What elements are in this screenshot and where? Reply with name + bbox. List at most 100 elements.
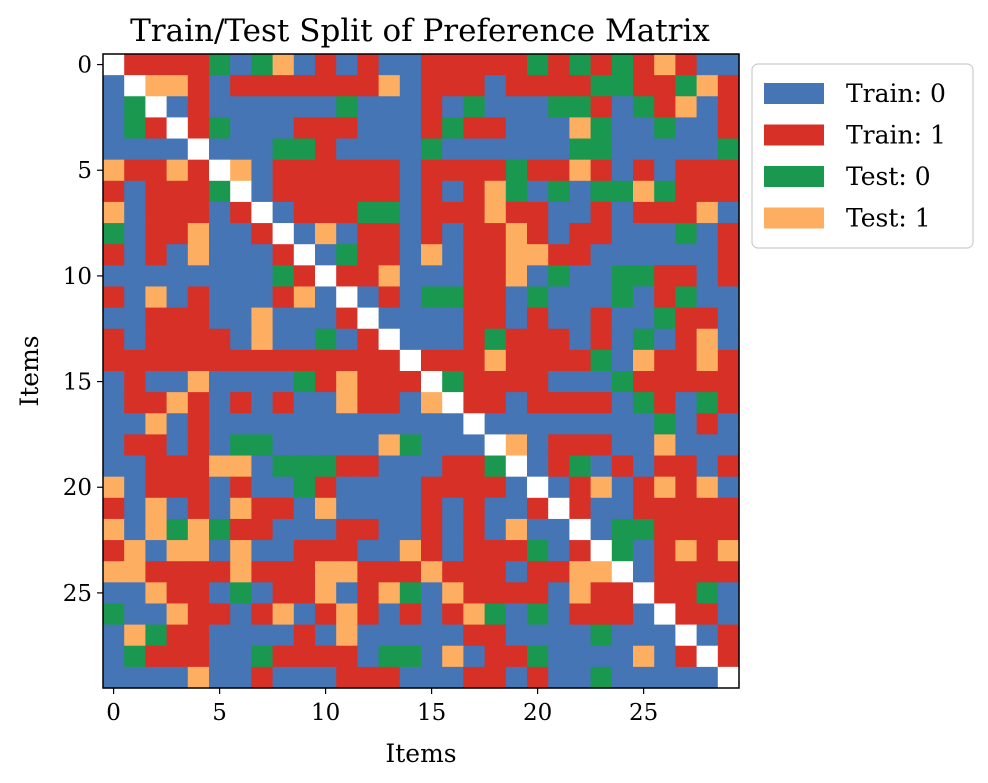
heatmap-cell [548, 624, 570, 647]
heatmap-cell [569, 497, 592, 520]
heatmap-cell [611, 518, 634, 541]
heatmap-cell [209, 117, 231, 140]
heatmap-cell [548, 371, 570, 393]
heatmap-cell [421, 223, 443, 245]
heatmap-cell [569, 180, 592, 203]
heatmap-cell [187, 413, 210, 435]
heatmap-cell [378, 561, 401, 583]
heatmap-cell [569, 117, 592, 140]
heatmap-cell [590, 624, 613, 647]
heatmap-cell [124, 434, 146, 457]
heatmap-cell [633, 582, 655, 605]
heatmap-cell [336, 96, 358, 118]
heatmap-cell [633, 265, 655, 288]
heatmap-cell [611, 223, 634, 245]
heatmap-cell [399, 645, 422, 668]
heatmap-cell [251, 75, 274, 97]
heatmap-cell [357, 307, 380, 330]
heatmap-cell [527, 392, 549, 414]
heatmap-cell [463, 624, 486, 647]
x-tick-label: 15 [417, 700, 446, 726]
heatmap-cell [166, 392, 189, 414]
heatmap-cell [145, 497, 168, 520]
heatmap-cell [251, 561, 274, 583]
heatmap-cell [590, 518, 613, 541]
heatmap-cell [124, 54, 146, 76]
heatmap-cell [293, 328, 316, 351]
heatmap-cell [230, 138, 252, 161]
heatmap-cell [124, 476, 146, 499]
heatmap-cell [293, 138, 316, 161]
heatmap-cell [251, 540, 274, 562]
heatmap-cell [103, 349, 125, 372]
heatmap-cell [463, 561, 486, 583]
heatmap-cell [717, 455, 740, 478]
heatmap-cell [251, 518, 274, 541]
heatmap-cell [209, 75, 231, 97]
heatmap-cell [654, 455, 676, 478]
heatmap-cell [209, 561, 231, 583]
heatmap-cell [399, 455, 422, 478]
heatmap-cell [654, 624, 676, 647]
legend-swatch [764, 207, 824, 229]
heatmap-cell [357, 518, 380, 541]
heatmap-cell [378, 540, 401, 562]
heatmap-cell [484, 286, 507, 309]
heatmap-cell [569, 96, 592, 118]
heatmap-cell [569, 392, 592, 414]
heatmap-cell [209, 244, 231, 266]
heatmap-cell [251, 455, 274, 478]
heatmap-cell [399, 117, 422, 140]
heatmap-cell [505, 455, 528, 478]
heatmap-cell [696, 603, 719, 626]
heatmap-cell [166, 603, 189, 626]
heatmap-cell [675, 666, 698, 689]
heatmap-cell [633, 518, 655, 541]
heatmap-cell [421, 201, 443, 224]
heatmap-cell [103, 307, 125, 330]
heatmap-cell [251, 413, 274, 435]
y-axis-ticks: 0 5 10 15 20 25 [63, 53, 103, 607]
legend-swatch [764, 83, 824, 104]
y-tick-label: 5 [77, 158, 92, 184]
heatmap-cell [378, 434, 401, 457]
heatmap-cell [145, 265, 168, 288]
heatmap-cell [145, 582, 168, 605]
heatmap-cell [548, 518, 570, 541]
heatmap-cell [209, 138, 231, 161]
heatmap-cell [272, 307, 295, 330]
heatmap-cell [103, 244, 125, 266]
legend-label: Train: 0 [846, 79, 946, 108]
heatmap-cell [124, 603, 146, 626]
heatmap-cell [187, 349, 210, 372]
heatmap-cell [654, 476, 676, 499]
heatmap-cell [675, 518, 698, 541]
heatmap-cell [103, 201, 125, 224]
heatmap-cell [293, 476, 316, 499]
heatmap-cell [548, 54, 570, 76]
heatmap-cell [378, 371, 401, 393]
heatmap-cell [590, 117, 613, 140]
heatmap-cell [611, 265, 634, 288]
heatmap-cell [527, 624, 549, 647]
heatmap-cell [103, 96, 125, 118]
heatmap-cell [505, 603, 528, 626]
heatmap-cell [696, 561, 719, 583]
heatmap-cell [187, 603, 210, 626]
heatmap-cell [209, 307, 231, 330]
heatmap-cell [357, 328, 380, 351]
heatmap-cell [124, 455, 146, 478]
heatmap-cell [187, 455, 210, 478]
heatmap-cell [272, 518, 295, 541]
heatmap-cell [442, 476, 464, 499]
heatmap-cell [484, 518, 507, 541]
heatmap-cell [654, 413, 676, 435]
heatmap-cell [251, 117, 274, 140]
heatmap-cell [421, 603, 443, 626]
heatmap-cell [548, 413, 570, 435]
heatmap-cell [315, 476, 337, 499]
heatmap-cell [187, 138, 210, 161]
heatmap-cell [187, 371, 210, 393]
heatmap-cell [548, 666, 570, 689]
